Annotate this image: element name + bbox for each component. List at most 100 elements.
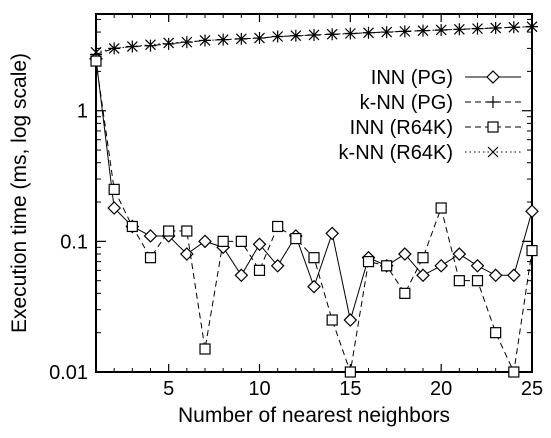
data-point (126, 41, 138, 52)
data-point (472, 23, 483, 35)
data-point (217, 235, 229, 247)
data-point (326, 28, 338, 40)
data-point (108, 42, 120, 54)
data-point (144, 39, 157, 52)
data-point (417, 25, 429, 37)
data-point (506, 268, 521, 283)
data-point (179, 247, 194, 261)
data-point (470, 258, 485, 273)
series-layer (89, 20, 539, 378)
data-point (234, 268, 249, 283)
data-point (343, 313, 358, 327)
data-point (434, 258, 449, 273)
data-point (490, 22, 502, 34)
y-tick-label: 0.1 (60, 231, 88, 253)
data-point (452, 247, 467, 261)
data-point (199, 343, 211, 355)
data-point (525, 204, 539, 219)
data-point (272, 31, 284, 42)
data-point (108, 183, 120, 195)
data-point (399, 287, 411, 299)
legend-entry: k-NN (R64K) (339, 142, 521, 164)
data-point (397, 247, 412, 261)
x-tick-label: 10 (248, 378, 270, 400)
data-point (254, 32, 265, 44)
data-point (307, 279, 321, 294)
data-point (435, 24, 447, 36)
y-tick-label: 0.01 (49, 362, 88, 384)
y-axis-title: Execution time (ms, log scale) (8, 53, 31, 333)
legend-marker (487, 146, 499, 158)
legend-label: INN (R64K) (350, 117, 453, 139)
series-line (95, 60, 533, 374)
data-point (107, 201, 122, 215)
data-point (144, 252, 157, 264)
data-point (399, 25, 411, 37)
data-point (270, 258, 285, 273)
data-point (145, 39, 156, 51)
data-point (163, 225, 175, 237)
series-1 (89, 51, 539, 327)
data-point (471, 275, 484, 287)
legend-label: k-NN (R64K) (339, 142, 453, 164)
legend-marker (487, 96, 499, 108)
data-point (453, 23, 465, 35)
legend-entry: k-NN (PG) (360, 92, 521, 114)
legend: INN (PG) k-NN (PG) INN (R64K) k-NN (R64K) (339, 67, 521, 164)
data-point (308, 252, 320, 264)
data-point (290, 30, 302, 42)
data-point (308, 29, 320, 41)
x-tick-label: 25 (521, 378, 543, 400)
y-tick-label: 1 (77, 101, 88, 123)
axis-ticks: 5 10 15 20 25 0.01 0.1 1 (49, 14, 543, 400)
data-point (198, 234, 212, 249)
data-point (453, 275, 465, 287)
data-point (526, 21, 538, 33)
data-point (235, 235, 247, 247)
data-point (90, 46, 102, 58)
legend-entry: INN (PG) (371, 67, 521, 89)
data-point (363, 27, 374, 39)
data-point (217, 34, 229, 46)
data-point (417, 252, 429, 264)
data-point (163, 37, 175, 49)
data-point (325, 226, 340, 241)
data-point (326, 314, 338, 326)
data-point (490, 327, 502, 339)
data-point (344, 366, 356, 378)
data-point (272, 220, 284, 233)
data-point (344, 28, 356, 39)
series-4 (90, 21, 538, 58)
data-point (526, 244, 538, 257)
data-point (126, 220, 138, 233)
data-point (199, 35, 211, 46)
plot-frame (95, 13, 533, 373)
legend-entry: INN (R64K) (350, 117, 521, 139)
series-3 (90, 55, 538, 378)
data-point (181, 225, 193, 237)
data-point (416, 268, 430, 283)
data-point (162, 37, 175, 50)
data-point (143, 229, 158, 243)
legend-marker (487, 121, 499, 133)
data-point (235, 33, 247, 45)
x-tick-label: 5 (163, 378, 174, 400)
x-tick-label: 15 (339, 378, 361, 400)
data-point (508, 21, 520, 33)
data-point (362, 255, 375, 268)
series-2 (90, 20, 538, 61)
legend-label: INN (PG) (371, 67, 453, 89)
data-point (253, 264, 266, 276)
x-axis-title: Number of nearest neighbors (178, 404, 450, 427)
x-tick-label: 20 (430, 378, 452, 400)
legend-marker (486, 70, 500, 84)
legend-label: k-NN (PG) (360, 92, 453, 114)
data-point (181, 36, 193, 48)
data-point (488, 268, 503, 283)
data-point (435, 202, 447, 214)
data-point (290, 232, 302, 245)
data-point (252, 237, 267, 252)
data-point (90, 55, 102, 67)
data-point (508, 366, 520, 378)
